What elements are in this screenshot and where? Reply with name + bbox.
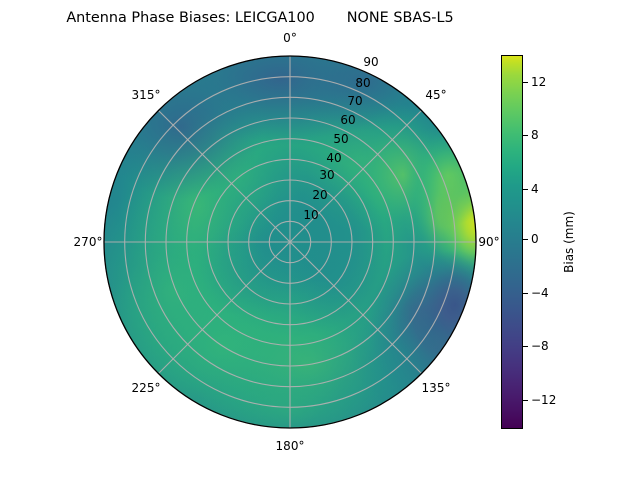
colorbar-tick-label: −8: [531, 339, 549, 354]
polar-grid-spokes: [104, 56, 476, 428]
radial-tick-label: 50: [333, 132, 349, 146]
colorbar-tick-label: −4: [531, 285, 549, 300]
colorbar-tick-mark: [523, 81, 528, 83]
radial-tick-label: 60: [340, 113, 356, 127]
colorbar-tick-label: 0: [531, 232, 539, 247]
angular-tick-label: 180°: [275, 439, 305, 453]
angular-tick-label: 0°: [283, 31, 297, 45]
radial-tick-label: 90: [363, 55, 379, 69]
angular-tick-label: 315°: [131, 88, 161, 102]
angular-tick-label: 45°: [425, 88, 447, 102]
radial-tick-label: 30: [319, 168, 335, 182]
radial-tick-label: 40: [326, 151, 342, 165]
colorbar-tick-label: 12: [531, 74, 547, 89]
colorbar-tick-mark: [523, 239, 528, 241]
angular-tick-label: 135°: [421, 381, 451, 395]
colorbar[interactable]: 12 8 4 0 −4 −8 −12: [501, 55, 556, 429]
colorbar-tick-mark: [523, 399, 528, 401]
radial-tick-label: 20: [312, 188, 328, 202]
colorbar-tick-label: −12: [531, 392, 557, 407]
angular-tick-label: 270°: [73, 235, 103, 249]
polar-axes[interactable]: [103, 55, 477, 429]
radial-tick-label: 70: [347, 94, 363, 108]
angular-tick-label: 90°: [478, 235, 500, 249]
colorbar-tick-label: 4: [531, 181, 539, 196]
polar-plot-svg: [103, 55, 477, 429]
polar-outer-spine: [103, 55, 477, 429]
page-title: Antenna Phase Biases: LEICGA100 NONE SBA…: [66, 10, 454, 26]
colorbar-tick-mark: [523, 135, 528, 137]
colorbar-tick-mark: [523, 346, 528, 348]
colorbar-tick-label: 8: [531, 128, 539, 143]
colorbar-axis-label: Bias (mm): [562, 211, 576, 273]
colorbar-tick-mark: [523, 292, 528, 294]
angular-tick-label: 225°: [131, 381, 161, 395]
colorbar-gradient: [501, 55, 523, 429]
colorbar-tick-mark: [523, 188, 528, 190]
radial-tick-label: 80: [355, 76, 371, 90]
radial-tick-label: 10: [303, 208, 319, 222]
